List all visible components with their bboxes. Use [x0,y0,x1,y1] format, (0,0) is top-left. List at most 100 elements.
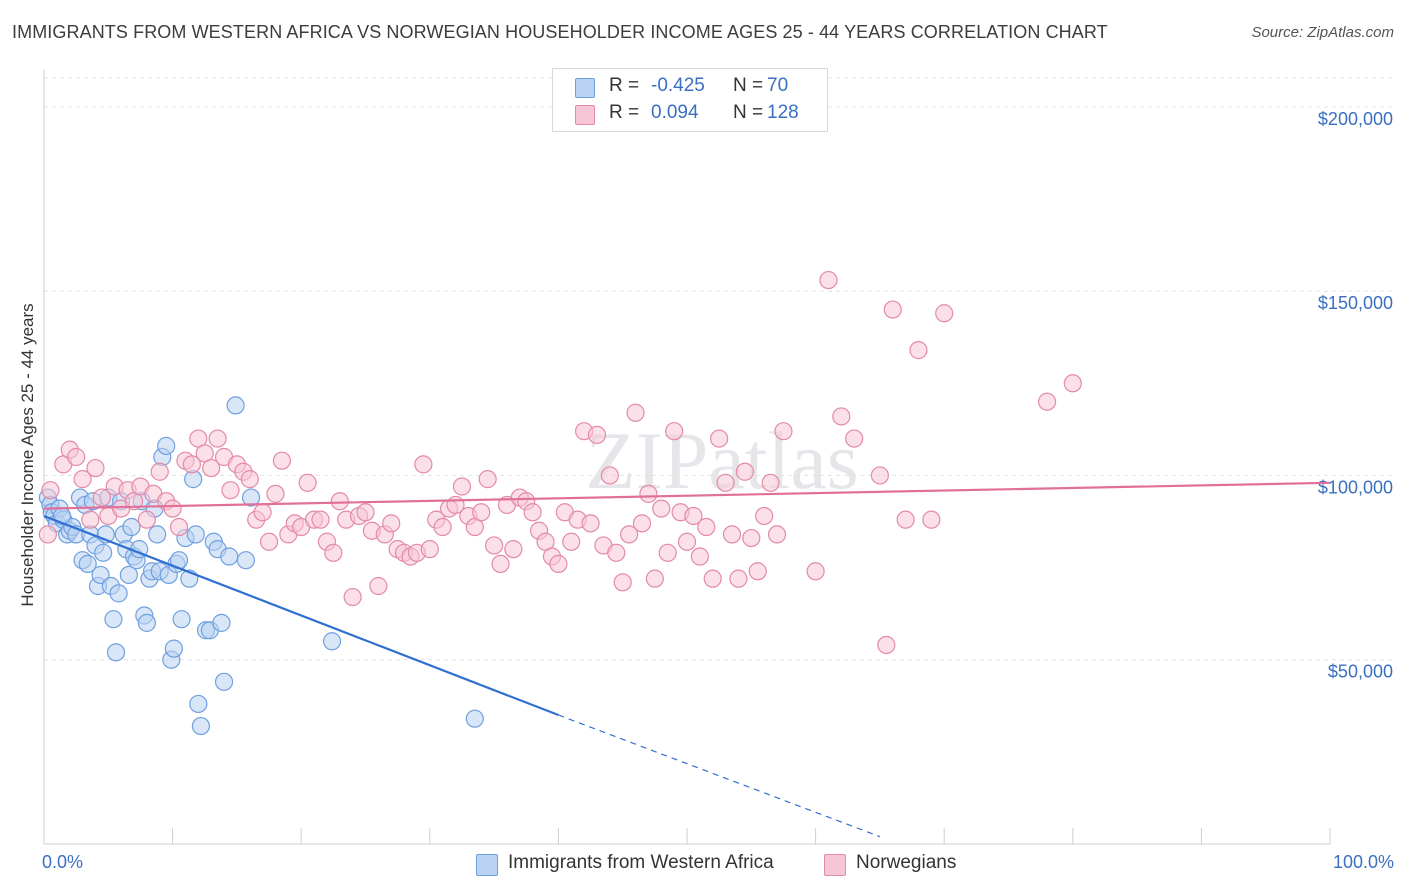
data-point-norwegians [150,462,169,481]
y-tick-label: $50,000 [1328,662,1393,682]
y-tick-label: $200,000 [1318,109,1393,129]
data-point-norwegians [73,470,92,489]
data-point-norwegians [169,517,189,537]
data-point-western-africa [236,551,256,570]
legend-r-value: 0.094 [651,102,699,123]
data-point-western-africa [189,694,208,714]
data-point-norwegians [742,528,761,548]
x-tick-label-max: 100.0% [1332,852,1394,872]
data-point-norwegians [38,525,57,544]
data-point-western-africa [148,525,167,544]
legend-n-value: 128 [767,102,799,123]
data-point-norwegians [587,425,607,444]
data-point-western-africa [214,672,234,691]
series-swatch-blue [476,854,498,876]
data-point-norwegians [433,517,452,537]
trend-line-western-africa [43,514,559,717]
data-point-norwegians [523,503,542,522]
source-label: Source: ZipAtlas.com [1251,24,1394,41]
data-point-norwegians [86,458,105,478]
data-point-norwegians [748,562,767,581]
data-point-norwegians [414,455,433,474]
data-point-norwegians [92,488,111,507]
data-point-western-africa [465,709,484,728]
y-tick-label: $150,000 [1318,293,1393,313]
data-point-western-africa [220,547,239,566]
series-legend-label: Immigrants from Western Africa [508,852,774,873]
data-point-norwegians [819,270,838,290]
data-point-norwegians [420,540,439,559]
data-point-norwegians [845,429,864,448]
data-point-norwegians [369,576,388,596]
data-point-norwegians [1063,374,1082,393]
data-point-norwegians [41,481,60,500]
data-point-norwegians [311,510,330,529]
data-point-norwegians [716,473,735,492]
data-point-norwegians [632,514,652,533]
legend-r-label: R = [609,75,640,96]
data-point-norwegians [202,458,221,478]
data-point-norwegians [343,587,362,607]
legend-swatch-pink [575,105,595,125]
data-point-norwegians [896,510,915,529]
data-point-norwegians [581,514,600,533]
data-point-norwegians [259,532,279,551]
y-axis-label: Householder Income Ages 25 - 44 years [18,303,37,607]
data-point-norwegians [774,422,793,441]
data-point-western-africa [241,488,261,507]
data-point-norwegians [549,554,568,573]
data-point-norwegians [870,466,890,485]
data-point-norwegians [832,407,851,426]
legend-n-value: 70 [767,75,789,96]
data-point-western-africa [164,639,183,658]
data-point-western-africa [191,716,210,736]
data-point-norwegians [883,300,902,319]
data-point-western-africa [137,613,156,632]
data-point-norwegians [922,510,941,529]
data-point-norwegians [382,514,401,533]
data-point-norwegians [324,543,343,562]
data-point-norwegians [658,543,677,562]
data-point-western-africa [94,543,113,562]
data-point-western-africa [122,517,141,537]
data-point-norwegians [356,503,375,522]
data-point-western-africa [322,632,342,651]
data-point-norwegians [645,569,664,588]
series-legend-label: Norwegians [856,852,957,873]
data-point-western-africa [172,610,191,629]
data-point-western-africa [109,584,128,603]
y-tick-label: $100,000 [1318,477,1393,497]
data-point-norwegians [684,506,703,526]
data-point-norwegians [690,547,709,566]
data-point-norwegians [665,422,684,441]
data-point-norwegians [163,499,182,518]
data-point-western-africa [106,643,126,662]
data-point-norwegians [806,562,825,581]
data-point-norwegians [221,481,240,500]
legend-r-label: R = [609,102,640,123]
data-point-norwegians [1037,392,1057,411]
data-point-norwegians [240,470,259,489]
data-point-norwegians [620,525,639,544]
data-point-norwegians [697,517,716,537]
data-point-norwegians [677,532,697,551]
data-point-norwegians [298,473,317,492]
data-point-norwegians [562,532,581,551]
data-point-norwegians [909,341,928,360]
data-point-norwegians [253,503,272,522]
data-point-western-africa [212,613,231,632]
legend-swatch-blue [575,78,595,98]
data-point-norwegians [755,506,774,526]
data-point-norwegians [208,429,227,448]
legend-r-value: -0.425 [651,75,705,96]
data-point-norwegians [761,473,780,492]
data-point-norwegians [67,447,86,467]
data-point-norwegians [767,525,787,544]
data-point-norwegians [485,536,504,555]
data-point-western-africa [186,525,205,544]
data-point-norwegians [722,525,742,544]
data-point-norwegians [81,510,100,529]
data-point-western-africa [78,554,97,573]
data-point-norwegians [607,543,626,562]
